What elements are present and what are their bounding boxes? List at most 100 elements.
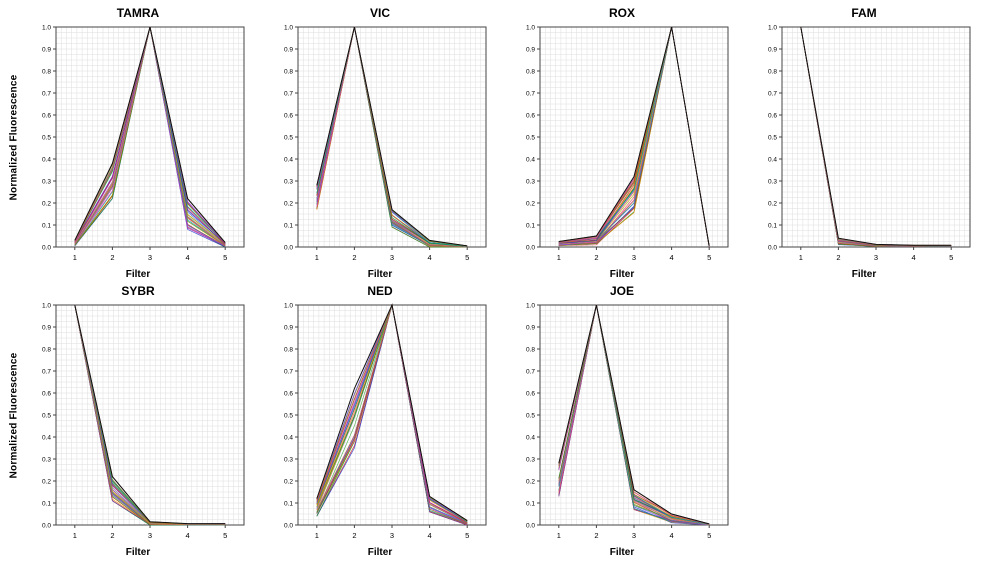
chart-title: ROX — [608, 6, 635, 20]
svg-text:0.3: 0.3 — [768, 178, 777, 185]
svg-text:2: 2 — [836, 253, 840, 262]
svg-text:2: 2 — [110, 253, 114, 262]
svg-text:4: 4 — [428, 253, 432, 262]
svg-text:0.4: 0.4 — [768, 156, 777, 163]
svg-text:0.6: 0.6 — [526, 112, 535, 119]
svg-text:0.3: 0.3 — [42, 456, 51, 463]
svg-text:0.7: 0.7 — [42, 90, 51, 97]
chart-title: VIC — [369, 6, 390, 20]
svg-text:5: 5 — [707, 253, 711, 262]
chart-title: TAMRA — [116, 6, 160, 20]
svg-text:0.9: 0.9 — [526, 324, 535, 331]
svg-text:0.8: 0.8 — [768, 68, 777, 75]
svg-text:0.0: 0.0 — [526, 522, 535, 529]
svg-text:1.0: 1.0 — [42, 24, 51, 31]
svg-text:0.7: 0.7 — [526, 90, 535, 97]
svg-text:3: 3 — [148, 531, 152, 540]
svg-text:1: 1 — [315, 253, 319, 262]
svg-text:1.0: 1.0 — [526, 302, 535, 309]
chart-fam: FAM 0.0 0.1 0.2 0.3 0.4 0.5 0.6 0.7 0.8 0.9 1.0 1 2 3 4… — [752, 6, 976, 280]
svg-text:4: 4 — [912, 253, 916, 262]
x-axis-label: Filter — [367, 269, 393, 280]
svg-text:3: 3 — [390, 531, 394, 540]
svg-text:0.9: 0.9 — [768, 46, 777, 53]
svg-text:0.3: 0.3 — [284, 456, 293, 463]
svg-text:1.0: 1.0 — [526, 24, 535, 31]
svg-text:2: 2 — [352, 253, 356, 262]
svg-text:1: 1 — [557, 253, 561, 262]
svg-text:0.4: 0.4 — [42, 434, 51, 441]
y-axis-label-wrap-top: Normalized Fluorescence — [2, 6, 26, 268]
svg-text:3: 3 — [874, 253, 878, 262]
svg-text:5: 5 — [465, 253, 469, 262]
svg-text:4: 4 — [428, 531, 432, 540]
svg-text:0.5: 0.5 — [526, 134, 535, 141]
svg-text:2: 2 — [594, 531, 598, 540]
svg-text:1: 1 — [799, 253, 803, 262]
svg-text:0.9: 0.9 — [284, 324, 293, 331]
svg-text:1: 1 — [73, 531, 77, 540]
svg-text:0.6: 0.6 — [284, 390, 293, 397]
svg-text:0.6: 0.6 — [42, 390, 51, 397]
svg-text:3: 3 — [632, 531, 636, 540]
chart-title: FAM — [851, 6, 877, 20]
svg-text:0.2: 0.2 — [284, 200, 293, 207]
plot-ned: 0.0 0.1 0.2 0.3 0.4 0.5 0.6 0.7 0.8 0.9 1.0 1 2 3 4 5 — [284, 302, 487, 540]
svg-text:5: 5 — [707, 531, 711, 540]
svg-text:2: 2 — [110, 531, 114, 540]
svg-text:0.7: 0.7 — [284, 368, 293, 375]
svg-text:0.5: 0.5 — [42, 134, 51, 141]
svg-text:0.6: 0.6 — [768, 112, 777, 119]
svg-text:0.5: 0.5 — [284, 134, 293, 141]
svg-text:0.0: 0.0 — [42, 522, 51, 529]
svg-text:1.0: 1.0 — [768, 24, 777, 31]
chart-title: JOE — [609, 284, 634, 298]
svg-text:0.2: 0.2 — [42, 478, 51, 485]
svg-text:0.7: 0.7 — [768, 90, 777, 97]
svg-text:0.5: 0.5 — [284, 412, 293, 419]
plot-rox: 0.0 0.1 0.2 0.3 0.4 0.5 0.6 0.7 0.8 0.9 1.0 1 2 3 4 5 — [526, 24, 729, 262]
svg-text:0.5: 0.5 — [42, 412, 51, 419]
svg-text:0.2: 0.2 — [768, 200, 777, 207]
svg-text:0.9: 0.9 — [42, 324, 51, 331]
charts-bottom-row: SYBR 0.0 0.1 0.2 0.3 0.4 0.5 0.6 0.7 0.8 0.9 1.0 1 2 3… — [26, 284, 752, 558]
svg-text:0.5: 0.5 — [526, 412, 535, 419]
svg-text:0.1: 0.1 — [768, 222, 777, 229]
svg-text:0.1: 0.1 — [526, 222, 535, 229]
x-axis-label: Filter — [125, 547, 151, 558]
svg-text:0.3: 0.3 — [42, 178, 51, 185]
svg-text:0.0: 0.0 — [284, 522, 293, 529]
svg-text:0.3: 0.3 — [526, 178, 535, 185]
svg-text:5: 5 — [223, 253, 227, 262]
chart-row-bottom: Normalized Fluorescence SYBR 0.0 0.1 0.2 0.3… — [2, 284, 1000, 558]
svg-text:0.0: 0.0 — [768, 244, 777, 251]
svg-text:0.8: 0.8 — [526, 346, 535, 353]
svg-text:0.5: 0.5 — [768, 134, 777, 141]
svg-text:3: 3 — [632, 253, 636, 262]
x-axis-label: Filter — [609, 269, 635, 280]
svg-text:1.0: 1.0 — [284, 302, 293, 309]
svg-text:2: 2 — [352, 531, 356, 540]
chart-joe: JOE 0.0 0.1 0.2 0.3 0.4 0.5 0.6 0.7 0.8 0.9 1.0 1 2 3 4… — [510, 284, 734, 558]
svg-text:0.2: 0.2 — [42, 200, 51, 207]
svg-text:0.7: 0.7 — [42, 368, 51, 375]
svg-text:0.8: 0.8 — [42, 346, 51, 353]
svg-text:0.1: 0.1 — [284, 500, 293, 507]
svg-text:0.4: 0.4 — [284, 434, 293, 441]
plot-tamra: 0.0 0.1 0.2 0.3 0.4 0.5 0.6 0.7 0.8 0.9 1.0 1 2 3 4 5 — [42, 24, 245, 262]
svg-text:0.9: 0.9 — [42, 46, 51, 53]
svg-text:0.0: 0.0 — [42, 244, 51, 251]
chart-title: NED — [367, 284, 393, 298]
svg-text:1: 1 — [73, 253, 77, 262]
svg-text:0.7: 0.7 — [284, 90, 293, 97]
plot-sybr: 0.0 0.1 0.2 0.3 0.4 0.5 0.6 0.7 0.8 0.9 1.0 1 2 3 4 5 — [42, 302, 245, 540]
svg-text:3: 3 — [390, 253, 394, 262]
chart-tamra: TAMRA 0.0 0.1 0.2 0.3 0.4 0.5 0.6 0.7 0.8 0.9 1.0 1 2… — [26, 6, 250, 280]
svg-text:0.9: 0.9 — [284, 46, 293, 53]
svg-text:0.3: 0.3 — [526, 456, 535, 463]
x-axis-label: Filter — [367, 547, 393, 558]
svg-text:0.8: 0.8 — [526, 68, 535, 75]
chart-rox: ROX 0.0 0.1 0.2 0.3 0.4 0.5 0.6 0.7 0.8 0.9 1.0 1 2 3 4… — [510, 6, 734, 280]
svg-text:0.1: 0.1 — [284, 222, 293, 229]
svg-text:5: 5 — [465, 531, 469, 540]
